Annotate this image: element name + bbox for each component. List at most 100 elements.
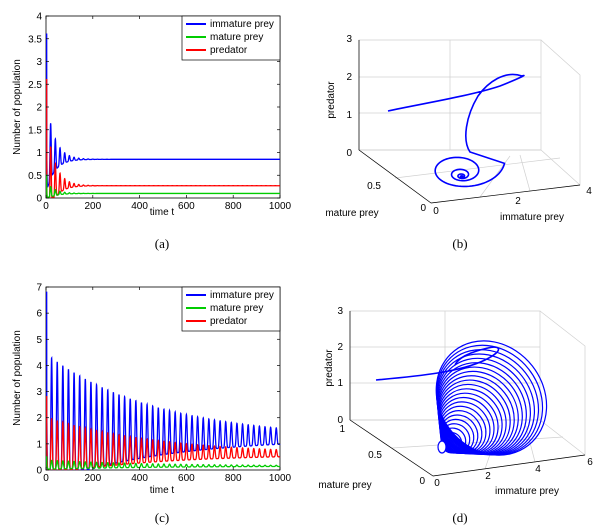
y-tick-a-0: 0 xyxy=(36,194,42,205)
legend-label-c-2: predator xyxy=(210,316,248,327)
y-tick-a-2: 1 xyxy=(36,148,42,159)
x-axis-label-b: immature prey xyxy=(500,212,564,223)
y-tick-c-1: 1 xyxy=(36,439,42,450)
z-tick-b-1: 1 xyxy=(346,110,352,121)
trajectory-d-loop-11 xyxy=(438,383,507,455)
x-axis-b xyxy=(430,184,581,204)
series-line-c-0 xyxy=(46,291,281,471)
floor-b xyxy=(357,149,581,204)
y-tick-a-4: 2 xyxy=(36,103,42,114)
y-tick-a-5: 2.5 xyxy=(28,80,42,91)
y-tick-c-5: 5 xyxy=(36,335,42,346)
series-group-c xyxy=(46,291,281,471)
trajectory-d-loop-18 xyxy=(436,353,536,456)
y-tick-c-4: 4 xyxy=(36,361,42,372)
gridline-d-5 xyxy=(524,422,536,463)
legend-label-a-2: predator xyxy=(210,45,248,56)
y-tick-d-2: 1 xyxy=(339,424,345,435)
trajectory-b xyxy=(387,73,525,188)
y-tick-c-3: 3 xyxy=(36,387,42,398)
trajectory-d xyxy=(375,340,548,456)
trajectory-d-loop-14 xyxy=(437,370,519,455)
x-axis-label-a: time t xyxy=(150,207,175,218)
right-wall-b xyxy=(540,39,581,185)
trajectory-d-loop-16 xyxy=(436,362,527,456)
trajectory-d-loop-13 xyxy=(437,375,515,455)
z-axis-label-b: predator xyxy=(326,81,337,119)
x-tick-c-5: 1000 xyxy=(269,473,292,484)
y-tick-c-2: 2 xyxy=(36,413,42,424)
trajectory-d-loop-19 xyxy=(436,349,540,456)
x-tick-d-0: 0 xyxy=(434,478,440,489)
series-line-a-0 xyxy=(46,33,280,188)
x-tick-d-3: 6 xyxy=(587,457,593,468)
z-tick-d-0: 0 xyxy=(337,415,343,426)
legend-c: immature prey mature prey predator xyxy=(181,286,281,332)
z-tick-b-2: 2 xyxy=(346,72,352,83)
y-axis-label-c: Number of population xyxy=(12,330,23,426)
trajectory-d-entry xyxy=(375,346,500,381)
y-axis-label-b: mature prey xyxy=(325,208,378,219)
x-tick-a-2: 400 xyxy=(131,201,148,212)
x-tick-a-4: 800 xyxy=(225,201,242,212)
phase-portrait-panel-d: 3 2 1 0 1 0.5 0 0 2 4 6 immature prey ma… xyxy=(318,306,593,525)
x-axis-d xyxy=(432,454,586,477)
trajectory-d-loop-8 xyxy=(438,396,495,455)
y-tick-d-1: 0.5 xyxy=(368,450,382,461)
x-tick-b-2: 4 xyxy=(586,186,592,197)
y-axis-d xyxy=(349,419,434,477)
z-axis-label-d: predator xyxy=(324,349,335,387)
x-tick-a-5: 1000 xyxy=(269,201,292,212)
box-edges-d xyxy=(349,311,586,477)
phase-portrait-panel-b: 3 2 1 0 0.5 0 0 2 4 immature prey mature… xyxy=(325,34,592,251)
y-tick-a-1: 0.5 xyxy=(28,171,42,182)
z-tick-b-3: 3 xyxy=(346,34,352,45)
right-wall-d xyxy=(539,310,586,455)
trajectory-d-loop-10 xyxy=(438,388,503,455)
y-tick-c-6: 6 xyxy=(36,309,42,320)
caption-b: (b) xyxy=(452,236,467,251)
trajectory-d-loop-21 xyxy=(435,340,548,456)
z-tick-d-1: 1 xyxy=(337,378,343,389)
caption-a: (a) xyxy=(155,236,169,251)
y-tick-d-0: 0 xyxy=(419,476,425,487)
x-tick-b-0: 0 xyxy=(433,206,439,217)
series-line-c-1 xyxy=(46,456,281,470)
x-tick-c-0: 0 xyxy=(43,473,49,484)
x-tick-c-3: 600 xyxy=(178,473,195,484)
trajectory-d-loop-15 xyxy=(437,366,523,456)
x-axis-label-d: immature prey xyxy=(495,486,559,497)
z-tick-b-0: 0 xyxy=(346,148,352,159)
y-tick-a-6: 3 xyxy=(36,57,42,68)
y-axis-label-a: Number of population xyxy=(12,59,23,155)
y-tick-c-7: 7 xyxy=(36,283,42,294)
series-line-c-2 xyxy=(46,396,281,471)
y-tick-a-8: 4 xyxy=(36,12,42,23)
trajectory-d-loop-9 xyxy=(438,392,499,455)
z-tick-d-2: 2 xyxy=(337,342,343,353)
x-tick-b-1: 2 xyxy=(515,196,521,207)
gridline-b-6 xyxy=(519,154,531,192)
z-tick-d-3: 3 xyxy=(337,306,343,317)
caption-c: (c) xyxy=(155,510,169,525)
y-tick-a-3: 1.5 xyxy=(28,125,42,136)
y-axis-b xyxy=(358,149,432,204)
x-tick-a-0: 0 xyxy=(43,201,49,212)
legend-label-c-1: mature prey xyxy=(210,303,263,314)
legend-label-c-0: immature prey xyxy=(210,290,274,301)
caption-d: (d) xyxy=(452,510,467,525)
time-series-panel-a: 0 200 400 600 800 1000 0 0.5 1 1.5 2 2.5 3 3.5 4 time … xyxy=(12,12,292,252)
time-series-panel-c: 0 200 400 600 800 1000 0 1 2 3 4 5 6 7 time t Number … xyxy=(12,283,292,526)
series-line-a-1 xyxy=(46,174,280,198)
x-tick-a-3: 600 xyxy=(178,201,195,212)
x-tick-d-1: 2 xyxy=(485,471,491,482)
y-tick-c-0: 0 xyxy=(36,466,42,477)
tick-group-c: 0 200 400 600 800 1000 0 1 2 3 4 5 6 7 xyxy=(36,283,291,485)
box-edges-b xyxy=(358,40,581,204)
gridline-b-4 xyxy=(394,157,561,179)
trajectory-d-loop-7 xyxy=(439,401,491,455)
tick-group-a: 0 200 400 600 800 1000 0 0.5 1 1.5 2 2.5 3 3.5 4 xyxy=(28,12,291,213)
x-tick-d-2: 4 xyxy=(535,464,541,475)
box-3d-b xyxy=(357,39,581,204)
y-tick-b-1: 0.5 xyxy=(367,181,381,192)
